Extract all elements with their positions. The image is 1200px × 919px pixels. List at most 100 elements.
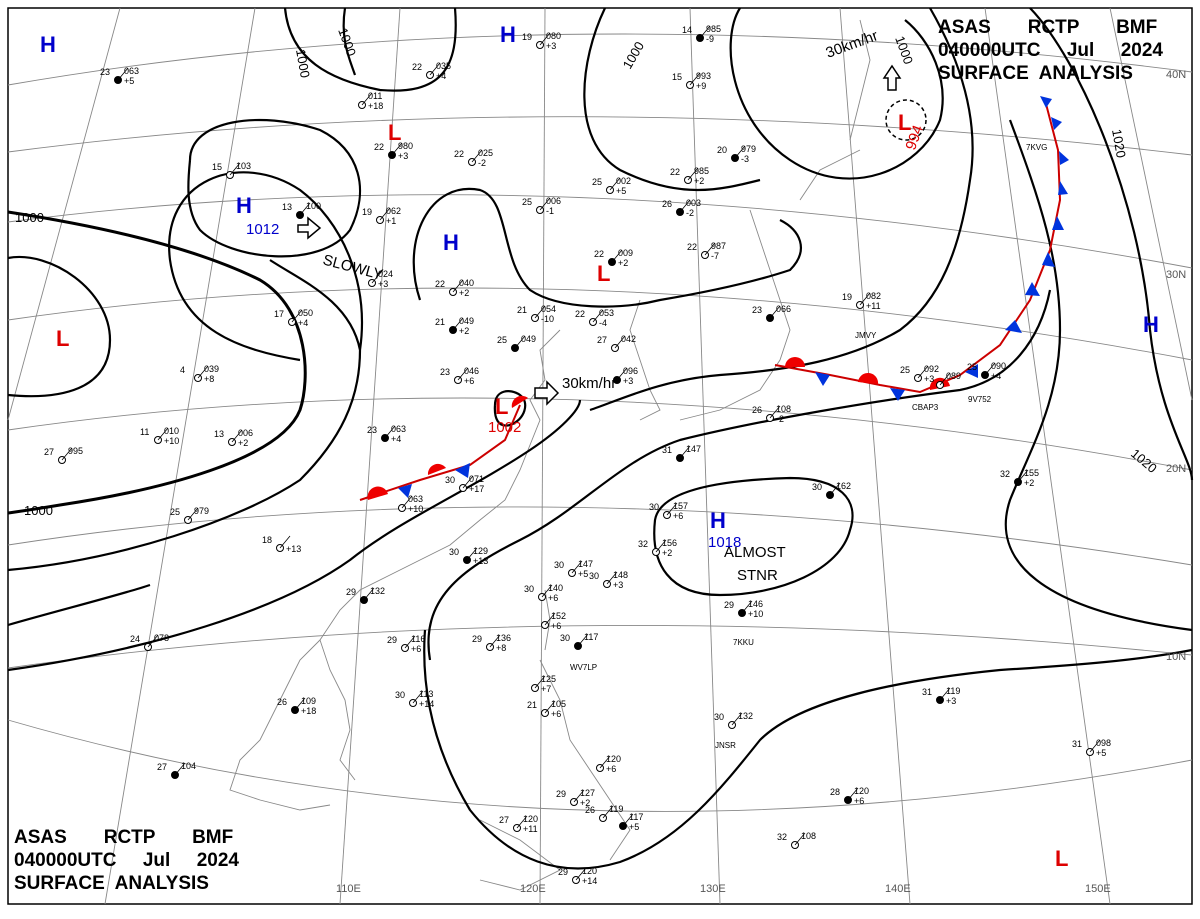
cold-front-symbol (1040, 96, 1052, 108)
station-plot: 13 006+2 (214, 428, 253, 448)
station-plot: 125+7 (531, 674, 556, 694)
wind-barb (187, 507, 199, 521)
station-temperature: 30 (449, 547, 459, 557)
station-tendency: +2 (694, 176, 704, 186)
station-temperature: 32 (1000, 469, 1010, 479)
station-tendency: +4 (991, 371, 1001, 381)
station-tendency: +2 (618, 258, 628, 268)
station-pressure: 148 (613, 570, 628, 580)
low-symbol: L (56, 326, 69, 351)
wind-barb (539, 32, 551, 46)
station-tendency: +14 (582, 876, 597, 886)
lon-label: 150E (1085, 883, 1111, 895)
station-tendency: +5 (578, 569, 588, 579)
isobar-south-big (427, 289, 1052, 661)
station-tendency: +7 (541, 684, 551, 694)
title-line-1: ASAS RCTP BMF (14, 827, 234, 848)
cold-front-symbol (815, 372, 830, 386)
cold-front-symbol (1059, 151, 1069, 165)
station-tendency: -2 (776, 414, 784, 424)
station-pressure: 025 (478, 148, 493, 158)
wind-barb (471, 149, 483, 163)
wind-barb (939, 687, 951, 701)
title-block-top-right: ASAS RCTP BMF 040000UTC Jul 2024 SURFACE… (938, 16, 1163, 85)
parallel-30n (7, 194, 1193, 269)
wind-barb (606, 571, 618, 585)
station-plot: 024+3 (368, 269, 393, 289)
station-pressure: 136 (496, 633, 511, 643)
high-symbol: H (710, 508, 726, 533)
station-plot: 23 063+5 (100, 66, 139, 86)
station-temperature: 31 (662, 445, 672, 455)
station-temperature: 19 (362, 207, 372, 217)
station-tendency: -9 (706, 34, 714, 44)
station-temperature: 11 (140, 427, 149, 437)
wind-barb (379, 207, 391, 221)
station-plot: 21 054-10 (517, 304, 556, 324)
wind-barb (391, 142, 403, 156)
station-temperature: 31 (922, 687, 932, 697)
station-tendency: +3 (946, 696, 956, 706)
wind-barb (514, 335, 526, 349)
station-plot: 22 980+3 (374, 141, 413, 161)
coast-philippines (539, 659, 631, 861)
station-plot: 13 100 (282, 201, 321, 219)
station-pressure: 980 (398, 141, 413, 151)
station-plot: 152+6 (541, 611, 566, 631)
station-plot: 22 053-4 (575, 308, 614, 328)
cold-front-symbol (1005, 320, 1022, 333)
station-temperature: 27 (597, 335, 607, 345)
wind-barb (299, 202, 311, 216)
station-tendency: +3 (924, 374, 934, 384)
title-line-2: 040000UTC Jul 2024 (938, 40, 1163, 61)
station-temperature: 24 (130, 634, 140, 644)
title-line-2: 040000UTC Jul 2024 (14, 850, 239, 871)
station-plot: 32 108 (777, 831, 816, 849)
station-plot: 30 157+6 (649, 501, 688, 521)
lon-label: 120E (520, 883, 546, 895)
high-pressure: 1012 (246, 221, 279, 238)
station-plot: 30 129+13 (449, 546, 488, 566)
station-plot: 31 098+5 (1072, 738, 1111, 758)
warm-front-symbol (785, 357, 805, 367)
station-plot: 4 039+8 (180, 364, 219, 384)
station-pressure: 120 (582, 866, 597, 876)
station-plot: 28 120+6 (830, 786, 869, 806)
ship-id: JNSR (715, 741, 736, 750)
station-plot: 19 082+11 (842, 291, 881, 311)
station-temperature: 25 (497, 335, 507, 345)
wind-barb (429, 62, 441, 76)
station-temperature: 32 (638, 539, 648, 549)
station-tendency: +6 (854, 796, 864, 806)
cold-front-symbol (1058, 181, 1068, 195)
station-tendency: +18 (368, 101, 383, 111)
wind-barb (466, 547, 478, 561)
station-tendency: +2 (662, 548, 672, 558)
station-plot: 30 117 (560, 632, 598, 650)
station-pressure: 080 (546, 31, 561, 41)
station-pressure: 103 (236, 161, 251, 171)
station-plot: 25 049 (497, 334, 536, 352)
station-plot: 23 046+6 (440, 366, 479, 386)
station-plot: 120+6 (596, 754, 621, 774)
station-temperature: 19 (522, 32, 532, 42)
station-temperature: 21 (527, 700, 537, 710)
front-west-line (359, 404, 521, 501)
station-plot: 22 035+4 (412, 61, 451, 81)
station-plot: 19 080+3 (522, 31, 561, 51)
station-pressure: 040 (459, 278, 474, 288)
wind-barb (384, 425, 396, 439)
high-symbol: H (236, 193, 252, 218)
wind-barb (984, 362, 996, 376)
isobar-south-main (589, 7, 974, 412)
isobar-label: 1000 (15, 210, 44, 225)
station-tendency: +3 (546, 41, 556, 51)
station-tendency: +13 (473, 556, 488, 566)
high-symbol: H (500, 22, 516, 47)
station-plot: 22 009+2 (594, 248, 633, 268)
station-temperature: 29 (387, 635, 397, 645)
station-pressure: 062 (386, 206, 401, 216)
station-plot: 32 156+2 (638, 538, 677, 558)
station-plot: 30 071+17 (445, 474, 484, 494)
wind-barb (412, 690, 424, 704)
